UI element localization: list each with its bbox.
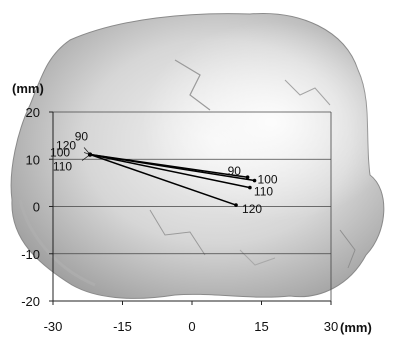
start-label-100: 100 [50,146,70,160]
x-axis-unit-label: (mm) [340,320,372,335]
bone-fold-1 [174,59,211,111]
y-tick-label: 20 [26,105,40,120]
x-tick-label: 15 [254,319,268,334]
series-lines [81,147,257,207]
grid-lines [53,111,331,255]
series-endpoint-100 [252,178,257,183]
start-label-110: 110 [53,160,72,174]
start-label-90: 90 [75,130,89,144]
x-tick-label: -30 [44,319,63,334]
end-label-110: 110 [254,185,273,199]
series-endpoint-110 [248,185,252,190]
origin-point [87,152,93,157]
series-endpoint-90 [245,175,250,180]
y-tick-label: 0 [33,200,40,215]
y-tick-label: -10 [21,247,40,262]
series-line-120 [89,153,237,206]
series-line-110 [89,153,251,189]
end-label-100: 100 [258,173,278,187]
bone-surface-render [10,12,385,299]
x-tick-labels: -30 -15 0 15 30 [44,319,339,334]
y-axis-unit-label: (mm) [12,81,44,96]
y-tick-label: -20 [21,294,40,309]
series-endpoint-120 [234,203,238,207]
start-label-120: 120 [56,139,76,153]
end-label-120: 120 [242,202,262,216]
series-line-100 [89,153,255,182]
x-tick-label: 0 [188,319,195,334]
x-tick-label: 30 [324,319,338,334]
bone-fold-4 [239,249,276,266]
axes [49,111,332,305]
x-tick-label: -15 [113,319,132,334]
bone-shadow-left [18,199,96,287]
y-tick-labels: 20 10 0 -10 -20 [21,105,40,309]
y-tick-label: 10 [26,152,40,167]
bone-fold-5 [339,229,356,269]
bone-fold-3 [149,209,206,256]
bone-fold-2 [284,79,331,106]
end-label-90: 90 [228,164,242,178]
bone-highlight [11,13,384,299]
